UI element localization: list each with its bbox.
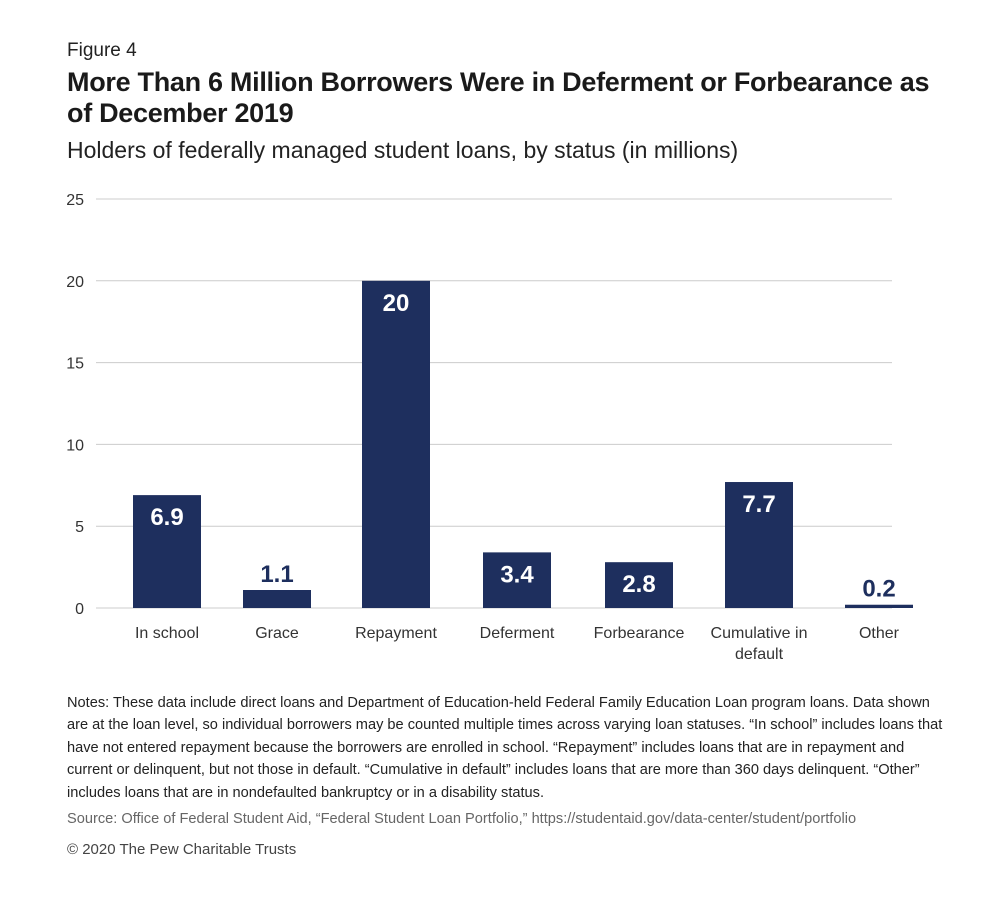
figure-label: Figure 4 [67, 40, 137, 61]
y-tick-label: 5 [75, 519, 84, 536]
bar [243, 590, 311, 608]
chart-title: More Than 6 Million Borrowers Were in De… [67, 67, 930, 128]
bar [133, 495, 201, 608]
x-tick-label: default [735, 646, 784, 663]
copyright: © 2020 The Pew Charitable Trusts [67, 841, 297, 858]
y-tick-label: 25 [66, 192, 84, 209]
data-label: 1.1 [260, 561, 293, 588]
x-tick-label: Repayment [355, 625, 437, 642]
bar [605, 562, 673, 608]
x-tick-label: In school [135, 625, 199, 642]
bar-chart: 0 5 10 15 20 25 6.9 In school 1.1 Grace 20 Repaymen… [66, 192, 913, 663]
chart-notes: Notes: These data include direct loans a… [67, 695, 943, 801]
data-label: 20 [383, 290, 410, 317]
x-tick-label: Deferment [480, 625, 555, 642]
y-tick-label: 15 [66, 356, 84, 373]
x-tick-label: Other [859, 625, 900, 642]
x-tick-label: Grace [255, 625, 299, 642]
data-label: 3.4 [500, 561, 534, 588]
bar [845, 604, 913, 608]
data-label: 6.9 [150, 504, 183, 531]
bar [483, 552, 551, 608]
bar [362, 280, 430, 608]
y-tick-label: 0 [75, 601, 84, 618]
data-label: 2.8 [622, 571, 655, 598]
y-tick-label: 10 [66, 437, 84, 454]
data-label: 7.7 [742, 491, 775, 518]
y-tick-label: 20 [66, 274, 84, 291]
chart-subtitle: Holders of federally managed student loa… [67, 137, 739, 163]
x-tick-label: Forbearance [594, 625, 685, 642]
x-tick-label: Cumulative in [711, 625, 808, 642]
bar [725, 482, 793, 608]
chart-source: Source: Office of Federal Student Aid, “… [67, 811, 857, 827]
data-label: 0.2 [862, 576, 895, 603]
